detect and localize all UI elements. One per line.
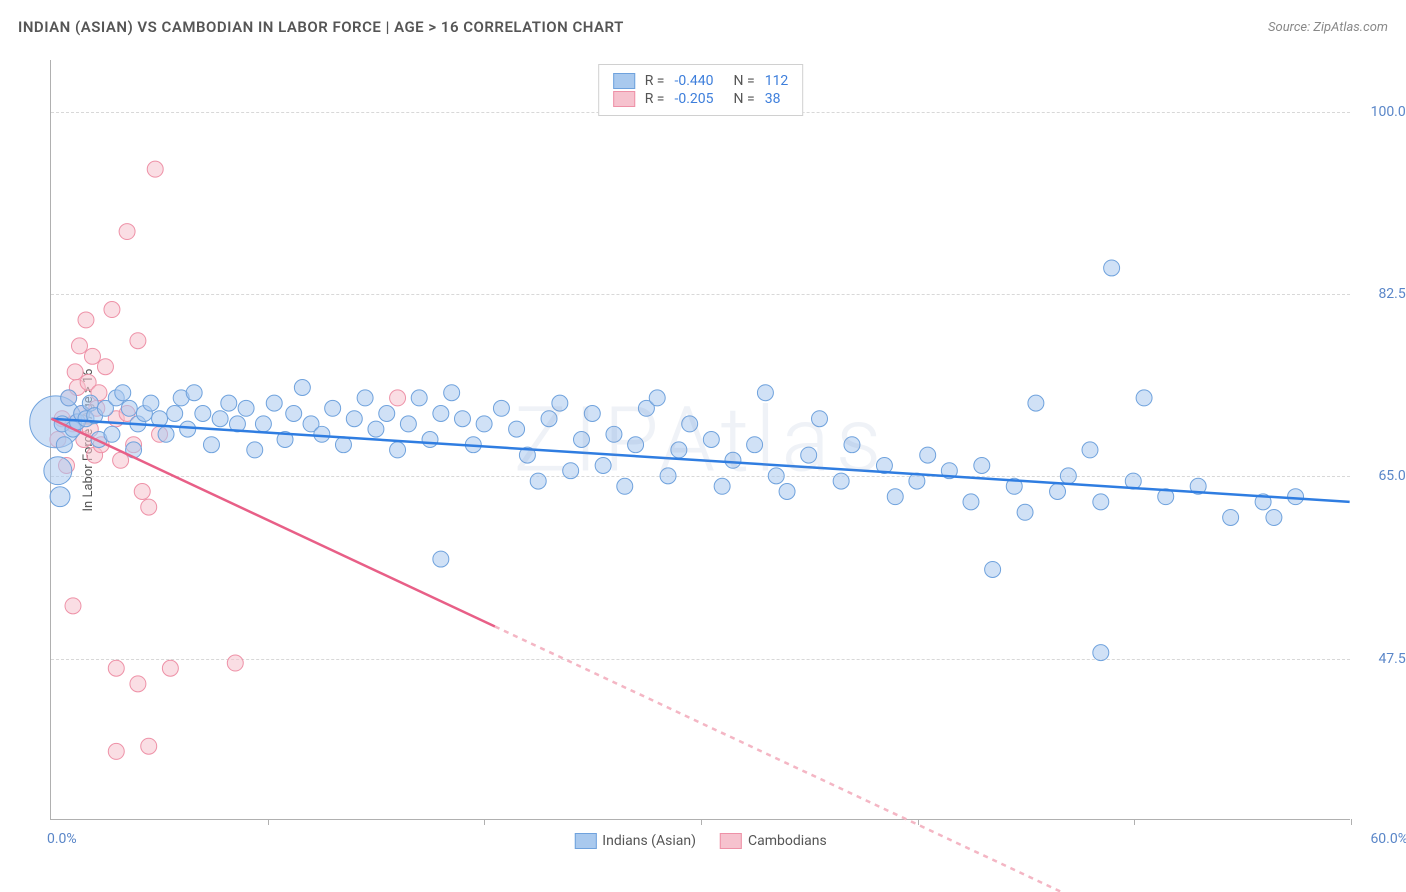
x-tick bbox=[1134, 819, 1135, 825]
y-tick-label: 47.5% bbox=[1356, 651, 1406, 667]
correlation-legend: R = -0.440 N = 112 R = -0.205 N = 38 bbox=[598, 64, 804, 116]
series-legend-item: Cambodians bbox=[720, 833, 827, 849]
x-axis-max-label: 60.0% bbox=[1370, 831, 1406, 847]
series-legend: Indians (Asian) Cambodians bbox=[574, 833, 826, 849]
y-axis-title: In Labor Force | Age > 16 bbox=[81, 368, 96, 511]
y-tick-label: 82.5% bbox=[1356, 286, 1406, 302]
n-label: N = bbox=[734, 91, 755, 107]
y-gridline bbox=[51, 294, 1350, 295]
y-gridline bbox=[51, 476, 1350, 477]
x-axis-min-label: 0.0% bbox=[47, 831, 77, 847]
legend-swatch bbox=[613, 91, 635, 107]
n-label: N = bbox=[734, 73, 755, 89]
y-tick-label: 100.0% bbox=[1356, 104, 1406, 120]
r-label: R = bbox=[645, 73, 665, 89]
legend-stat-row: R = -0.205 N = 38 bbox=[613, 91, 789, 107]
source-label: Source: ZipAtlas.com bbox=[1268, 20, 1388, 35]
legend-swatch bbox=[720, 833, 742, 849]
x-tick bbox=[1351, 819, 1352, 825]
series-label: Cambodians bbox=[748, 833, 827, 849]
legend-swatch bbox=[574, 833, 596, 849]
series-label: Indians (Asian) bbox=[602, 833, 696, 849]
x-tick bbox=[701, 819, 702, 825]
chart-plot-area: In Labor Force | Age > 16 R = -0.440 N = 11… bbox=[50, 60, 1350, 820]
chart-title: INDIAN (ASIAN) VS CAMBODIAN IN LABOR FOR… bbox=[18, 18, 624, 36]
x-tick bbox=[918, 819, 919, 825]
series-legend-item: Indians (Asian) bbox=[574, 833, 696, 849]
r-label: R = bbox=[645, 91, 665, 107]
x-tick bbox=[268, 819, 269, 825]
trend-lines bbox=[51, 60, 1350, 819]
x-tick bbox=[484, 819, 485, 825]
n-value: 38 bbox=[765, 91, 781, 107]
scatter-points bbox=[51, 60, 1350, 819]
y-tick-label: 65.0% bbox=[1356, 468, 1406, 484]
legend-stat-row: R = -0.440 N = 112 bbox=[613, 73, 789, 89]
legend-swatch bbox=[613, 73, 635, 89]
r-value: -0.205 bbox=[674, 91, 713, 107]
y-gridline bbox=[51, 659, 1350, 660]
n-value: 112 bbox=[765, 73, 789, 89]
r-value: -0.440 bbox=[674, 73, 713, 89]
